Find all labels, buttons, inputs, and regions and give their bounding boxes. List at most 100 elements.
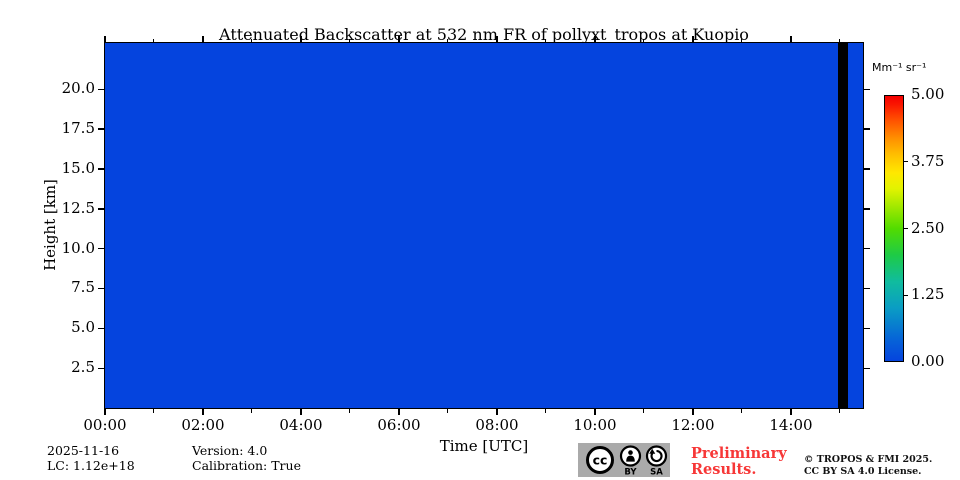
x-minor-tick-bottom [349, 409, 351, 413]
chart-title: Attenuated Backscatter at 532 nm FR of p… [219, 25, 749, 44]
y-axis-label: Height [km] [41, 179, 59, 271]
x-tick-label: 06:00 [377, 416, 421, 434]
colorbar-tick-label: 1.25 [911, 285, 945, 304]
x-major-tick-top [202, 36, 204, 42]
x-major-tick-bottom [104, 409, 106, 415]
colorbar-tick-label: 0.00 [911, 352, 945, 370]
y-tick-label: 12.5 [61, 198, 95, 217]
x-major-tick-bottom [300, 409, 302, 415]
x-minor-tick-bottom [251, 409, 253, 413]
x-major-tick-bottom [790, 409, 792, 415]
y-major-tick-right [864, 128, 870, 130]
x-minor-tick-top [349, 38, 351, 42]
preliminary-line2: Results. [691, 460, 757, 478]
y-tick-label: 2.5 [71, 358, 95, 377]
preliminary-line1: Preliminary [691, 445, 787, 462]
cc-by-sa-badge-graphic: cc BY SA [578, 443, 670, 478]
x-major-tick-top [398, 36, 400, 42]
x-major-tick-top [104, 36, 106, 42]
copyright-line1: © TROPOS & FMI 2025. [804, 454, 933, 465]
version-text: Version: 4.0 [192, 443, 268, 458]
colorbar-tick [904, 294, 908, 296]
colorbar [884, 95, 904, 362]
colorbar-tick-label: 3.75 [911, 151, 945, 170]
x-major-tick-top [790, 36, 792, 42]
x-major-tick-bottom [594, 409, 596, 415]
x-axis-label: Time [UTC] [439, 437, 529, 455]
svg-text:cc: cc [593, 453, 608, 468]
x-major-tick-bottom [692, 409, 694, 415]
x-minor-tick-bottom [839, 409, 841, 413]
heatmap-plot-area [104, 42, 864, 409]
y-major-tick-left [98, 88, 104, 90]
x-minor-tick-bottom [741, 409, 743, 413]
y-major-tick-right [864, 208, 870, 210]
x-tick-label: 12:00 [671, 416, 715, 434]
cc-license-badge: cc BY SA [578, 443, 670, 480]
y-tick-label: 7.5 [71, 278, 95, 297]
x-tick-label: 08:00 [475, 416, 519, 434]
x-tick-label: 10:00 [573, 416, 617, 434]
colorbar-unit-label: Mm⁻¹ sr⁻¹ [872, 61, 927, 74]
y-tick-label: 17.5 [61, 119, 95, 138]
x-minor-tick-top [839, 38, 841, 42]
y-major-tick-left [98, 128, 104, 130]
y-major-tick-right [864, 287, 870, 290]
x-major-tick-top [496, 36, 498, 42]
x-minor-tick-top [741, 38, 743, 42]
date-text: 2025-11-16 [47, 443, 120, 458]
version-annotation: Version: 4.0 Calibration: True [192, 443, 301, 473]
x-minor-tick-top [251, 38, 253, 42]
colorbar-tick [904, 161, 908, 163]
x-minor-tick-top [643, 38, 645, 42]
y-major-tick-left [98, 168, 104, 170]
y-major-tick-right [864, 367, 870, 369]
x-major-tick-bottom [398, 409, 400, 415]
y-tick-label: 20.0 [61, 79, 95, 98]
preliminary-results-note: Preliminary Results. [691, 446, 787, 477]
data-gap-stripe [838, 43, 848, 408]
x-major-tick-bottom [202, 409, 204, 415]
calibration-text: Calibration: True [192, 457, 301, 473]
sa-arrow-icon [645, 445, 668, 467]
x-major-tick-top [300, 36, 302, 42]
colorbar-tick [904, 227, 908, 230]
x-major-tick-bottom [496, 409, 498, 415]
cc-icon: cc [586, 446, 614, 474]
y-major-tick-right [864, 327, 870, 330]
y-tick-label: 5.0 [71, 318, 95, 337]
y-major-tick-left [98, 248, 104, 250]
y-tick-label: 10.0 [61, 238, 95, 257]
sa-label: SA [650, 468, 663, 478]
x-minor-tick-top [447, 38, 449, 42]
copyright-line2: CC BY SA 4.0 License. [804, 466, 922, 477]
x-tick-label: 14:00 [769, 416, 813, 434]
colorbar-tick-label: 2.50 [911, 218, 945, 237]
y-major-tick-left [98, 287, 104, 290]
x-minor-tick-bottom [153, 409, 155, 413]
y-tick-label: 15.0 [61, 158, 95, 177]
y-major-tick-left [98, 208, 104, 210]
x-minor-tick-bottom [643, 409, 645, 413]
copyright-note: © TROPOS & FMI 2025. CC BY SA 4.0 Licens… [804, 454, 932, 478]
colorbar-tick-label: 5.00 [911, 85, 945, 103]
x-tick-label: 04:00 [279, 416, 323, 434]
x-minor-tick-top [153, 38, 155, 42]
y-major-tick-right [864, 88, 870, 90]
by-label: BY [624, 468, 637, 478]
lidar-constant-text: LC: 1.12e+18 [47, 457, 135, 473]
y-major-tick-right [864, 248, 870, 250]
x-major-tick-top [692, 36, 694, 42]
x-tick-label: 02:00 [181, 416, 225, 434]
x-tick-label: 00:00 [83, 416, 127, 434]
x-minor-tick-bottom [447, 409, 449, 413]
x-minor-tick-top [545, 38, 547, 42]
y-major-tick-left [98, 327, 104, 330]
x-minor-tick-bottom [545, 409, 547, 413]
by-person-icon [619, 445, 642, 467]
date-annotation: 2025-11-16 LC: 1.12e+18 [47, 443, 135, 473]
x-major-tick-top [594, 36, 596, 42]
y-major-tick-left [98, 367, 104, 369]
y-major-tick-right [864, 168, 870, 170]
